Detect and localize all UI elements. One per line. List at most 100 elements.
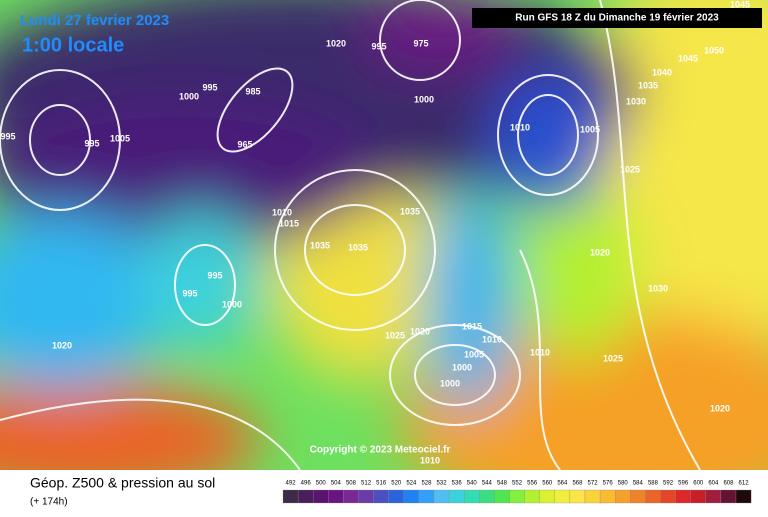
scale-label: 544 [482,481,493,487]
local-time: 1:00 locale [22,34,124,56]
isobar-label: 1025 [603,353,623,363]
run-info: Run GFS 18 Z du Dimanche 19 février 2023 [515,13,719,24]
isobar-label: 1000 [414,94,434,104]
isobar-label: 1000 [179,91,199,101]
scale-label: 492 [286,481,297,487]
isobar-label: 1020 [590,247,610,257]
isobar-label: 975 [413,38,428,48]
scale-label: 548 [497,481,508,487]
isobar-label: 985 [245,86,260,96]
isobar-label: 1025 [385,330,405,340]
scale-swatch [720,489,737,504]
isobar-label: 1030 [626,96,646,106]
scale-label: 516 [376,481,387,487]
isobar-label: 1020 [326,38,346,48]
scale-label: 504 [331,481,342,487]
isobar-label: 1035 [310,240,330,250]
isobar-label: 1015 [279,218,299,228]
isobar-label: 1035 [400,206,420,216]
color-scale: 492 496 500 504 508 512 516 520 524 528 532 536 540 5… [282,481,752,504]
scale-swatch [509,489,525,504]
isobar-label: 1030 [648,283,668,293]
isobar-label: 1015 [462,321,482,331]
scale-label: 568 [572,481,583,487]
scale-swatch [690,489,706,504]
scale-swatch [373,489,389,504]
scale-label: 584 [633,481,644,487]
legend-subtitle: (+ 174h) [30,497,68,508]
scale-swatch [660,489,676,504]
isobar-label: 995 [182,288,197,298]
scale-label: 592 [663,481,674,487]
scale-label: 564 [557,481,568,487]
scale-label: 532 [437,481,448,487]
isobar-label: 995 [371,41,386,51]
isobar-label: 1045 [678,53,698,63]
scale-swatch [433,489,450,504]
scale-label: 528 [421,481,432,487]
scale-label: 576 [603,481,614,487]
scale-label: 496 [301,481,312,487]
isobar-label: 965 [237,139,252,149]
isobar-label: 995 [202,82,217,92]
scale-swatch [494,489,510,504]
isobar-label: 1005 [464,349,484,359]
scale-label: 552 [512,481,523,487]
scale-swatch [313,489,329,504]
scale-swatch [418,489,435,504]
scale-swatch [403,489,420,504]
scale-label: 524 [406,481,417,487]
scale-swatch [448,489,465,504]
scale-swatch [735,489,752,504]
scale-label: 508 [346,481,357,487]
isobar-label: 1020 [710,403,730,413]
legend-title: Géop. Z500 & pression au sol [30,475,215,491]
isobar-label: 1010 [530,347,550,357]
scale-swatch [569,489,586,504]
isobar-label: 1045 [730,0,750,9]
scale-swatch [645,489,661,504]
scale-label: 560 [542,481,553,487]
scale-swatch [464,489,480,504]
isobar-label: 1050 [704,45,724,55]
scale-swatch [599,489,616,504]
isobar-label: 1005 [110,133,130,143]
scale-label: 604 [708,481,719,487]
isobar-label: 1000 [222,299,242,309]
scale-label: 520 [391,481,402,487]
scale-swatch [358,489,374,504]
scale-swatch [282,489,299,504]
scale-label: 608 [723,481,734,487]
scale-label: 500 [316,481,327,487]
scale-label: 540 [467,481,478,487]
isobar-label: 1000 [452,362,472,372]
scale-label: 588 [648,481,659,487]
isobar-label: 1000 [440,378,460,388]
isobar-label: 1035 [348,242,368,252]
isobar-label: 1035 [638,80,658,90]
scale-swatch [328,489,344,504]
isobar-label: 1010 [482,334,502,344]
date: Lundi 27 fevrier 2023 [20,12,169,29]
scale-swatch [524,489,540,504]
isobar-label: 995 [84,138,99,148]
scale-swatch [584,489,601,504]
scale-label: 600 [693,481,704,487]
isobar-label: 1005 [580,124,600,134]
copyright: Copyright © 2023 Meteociel.fr [310,445,451,456]
scale-label: 536 [452,481,463,487]
scale-swatch [388,489,404,504]
scale-swatch [615,489,631,504]
isobar-label: 995 [0,131,15,141]
scale-swatch [479,489,495,504]
isobar-label: 1025 [620,164,640,174]
scale-swatch [554,489,571,504]
scale-label: 596 [678,481,689,487]
scale-label: 556 [527,481,538,487]
scale-label: 572 [588,481,599,487]
scale-label: 512 [361,481,372,487]
